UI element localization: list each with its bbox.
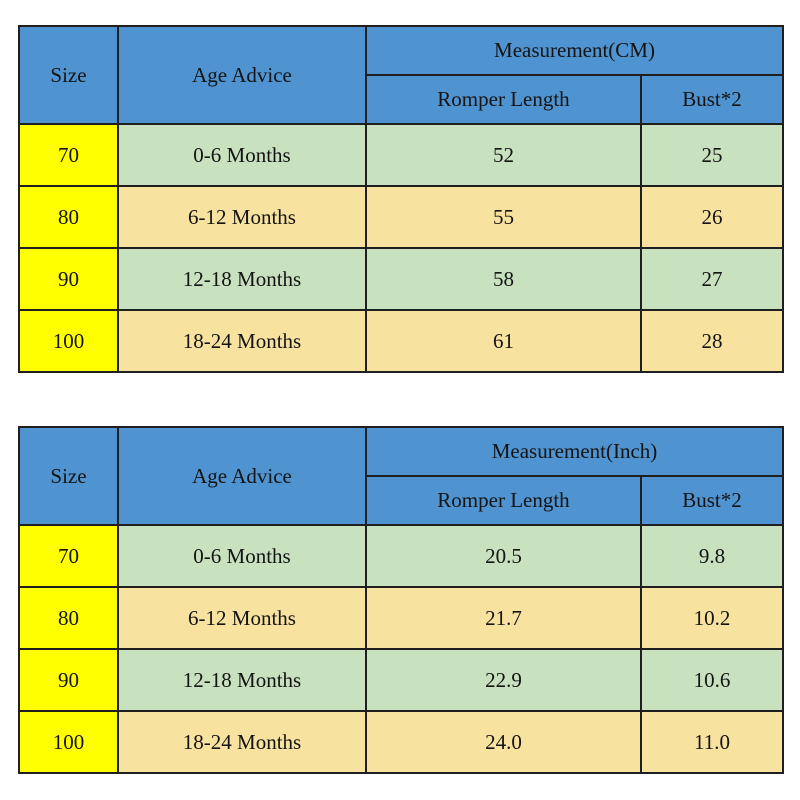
bust-cell: 27 xyxy=(640,247,784,311)
bust-cell: 9.8 xyxy=(640,524,784,588)
size-cell: 70 xyxy=(18,524,119,588)
age-cell: 12-18 Months xyxy=(117,648,367,712)
header-row-sub: Romper Length Bust*2 xyxy=(19,475,784,526)
size-cell: 100 xyxy=(18,309,119,373)
size-cell: 80 xyxy=(18,185,119,249)
length-cell: 21.7 xyxy=(365,586,642,650)
size-cell: 90 xyxy=(18,648,119,712)
size-cell: 80 xyxy=(18,586,119,650)
age-cell: 0-6 Months xyxy=(117,123,367,187)
bust-cell: 28 xyxy=(640,309,784,373)
header-row-sub: Romper Length Bust*2 xyxy=(19,74,784,125)
bust-cell: 26 xyxy=(640,185,784,249)
size-table-cm: Size Age Advice Measurement(CM) Romper L… xyxy=(18,25,784,373)
table-row: 70 0-6 Months 52 25 xyxy=(18,123,784,187)
table-row: 90 12-18 Months 58 27 xyxy=(18,247,784,311)
table-row: 100 18-24 Months 61 28 xyxy=(18,309,784,373)
length-cell: 55 xyxy=(365,185,642,249)
bust-cell: 10.2 xyxy=(640,586,784,650)
length-cell: 22.9 xyxy=(365,648,642,712)
group-header-measurement-cm: Measurement(CM) xyxy=(365,25,784,76)
col-header-age-advice: Age Advice xyxy=(117,426,367,526)
age-cell: 6-12 Months xyxy=(117,185,367,249)
table-row: 70 0-6 Months 20.5 9.8 xyxy=(18,524,784,588)
length-cell: 61 xyxy=(365,309,642,373)
table-row: 100 18-24 Months 24.0 11.0 xyxy=(18,710,784,774)
length-cell: 24.0 xyxy=(365,710,642,774)
col-header-size: Size xyxy=(18,25,119,125)
col-header-bust: Bust*2 xyxy=(640,74,784,125)
age-cell: 18-24 Months xyxy=(117,309,367,373)
col-header-bust: Bust*2 xyxy=(640,475,784,526)
bust-cell: 10.6 xyxy=(640,648,784,712)
size-table-inch: Size Age Advice Measurement(Inch) Romper… xyxy=(18,426,784,774)
bust-cell: 25 xyxy=(640,123,784,187)
size-cell: 90 xyxy=(18,247,119,311)
age-cell: 18-24 Months xyxy=(117,710,367,774)
length-cell: 52 xyxy=(365,123,642,187)
table-row: 80 6-12 Months 21.7 10.2 xyxy=(18,586,784,650)
group-header-measurement-inch: Measurement(Inch) xyxy=(365,426,784,477)
age-cell: 12-18 Months xyxy=(117,247,367,311)
col-header-age-advice: Age Advice xyxy=(117,25,367,125)
header-row-group: Size Age Advice Measurement(Inch) xyxy=(18,426,784,526)
table-row: 90 12-18 Months 22.9 10.6 xyxy=(18,648,784,712)
age-cell: 0-6 Months xyxy=(117,524,367,588)
col-header-size: Size xyxy=(18,426,119,526)
size-cell: 70 xyxy=(18,123,119,187)
table-row: 80 6-12 Months 55 26 xyxy=(18,185,784,249)
age-cell: 6-12 Months xyxy=(117,586,367,650)
header-row-group: Size Age Advice Measurement(CM) xyxy=(18,25,784,125)
length-cell: 20.5 xyxy=(365,524,642,588)
col-header-romper-length: Romper Length xyxy=(365,475,642,526)
size-cell: 100 xyxy=(18,710,119,774)
col-header-romper-length: Romper Length xyxy=(365,74,642,125)
bust-cell: 11.0 xyxy=(640,710,784,774)
length-cell: 58 xyxy=(365,247,642,311)
